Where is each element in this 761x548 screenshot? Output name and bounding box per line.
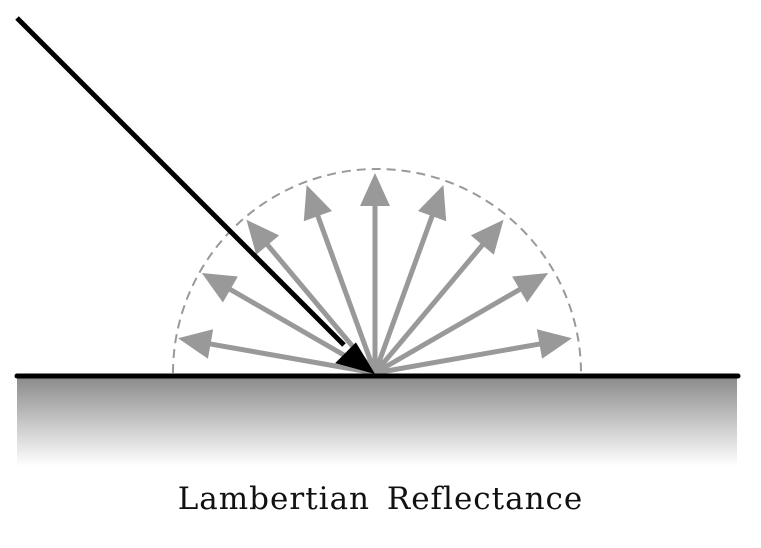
reflected-ray-shaft xyxy=(314,213,378,374)
reflected-ray-shaft xyxy=(374,341,542,376)
incident-ray-arrowhead xyxy=(335,342,375,374)
reflected-ray-shaft xyxy=(372,213,436,374)
hemisphere-outline xyxy=(172,168,582,374)
reflected-ray-arrowhead xyxy=(303,185,332,222)
reflected-ray-shaft xyxy=(373,286,523,376)
incident-ray-shaft xyxy=(15,16,346,347)
reflected-ray-arrowhead xyxy=(246,219,280,255)
reflected-ray-shaft xyxy=(373,241,486,375)
reflected-ray-arrowhead xyxy=(512,273,549,303)
surface-shading xyxy=(17,378,737,466)
diagram-caption: Lambertian Reflectance xyxy=(177,481,584,517)
reflected-rays xyxy=(178,173,572,376)
reflected-ray-shaft xyxy=(208,341,376,376)
reflected-ray-arrowhead xyxy=(470,219,504,255)
reflected-ray-arrowhead xyxy=(178,329,214,359)
reflected-ray-arrowhead xyxy=(418,185,447,222)
reflected-ray-arrowhead xyxy=(536,329,572,359)
incident-ray xyxy=(15,16,375,374)
reflected-ray-arrowhead xyxy=(201,273,238,303)
reflected-ray-arrowhead xyxy=(360,173,390,206)
